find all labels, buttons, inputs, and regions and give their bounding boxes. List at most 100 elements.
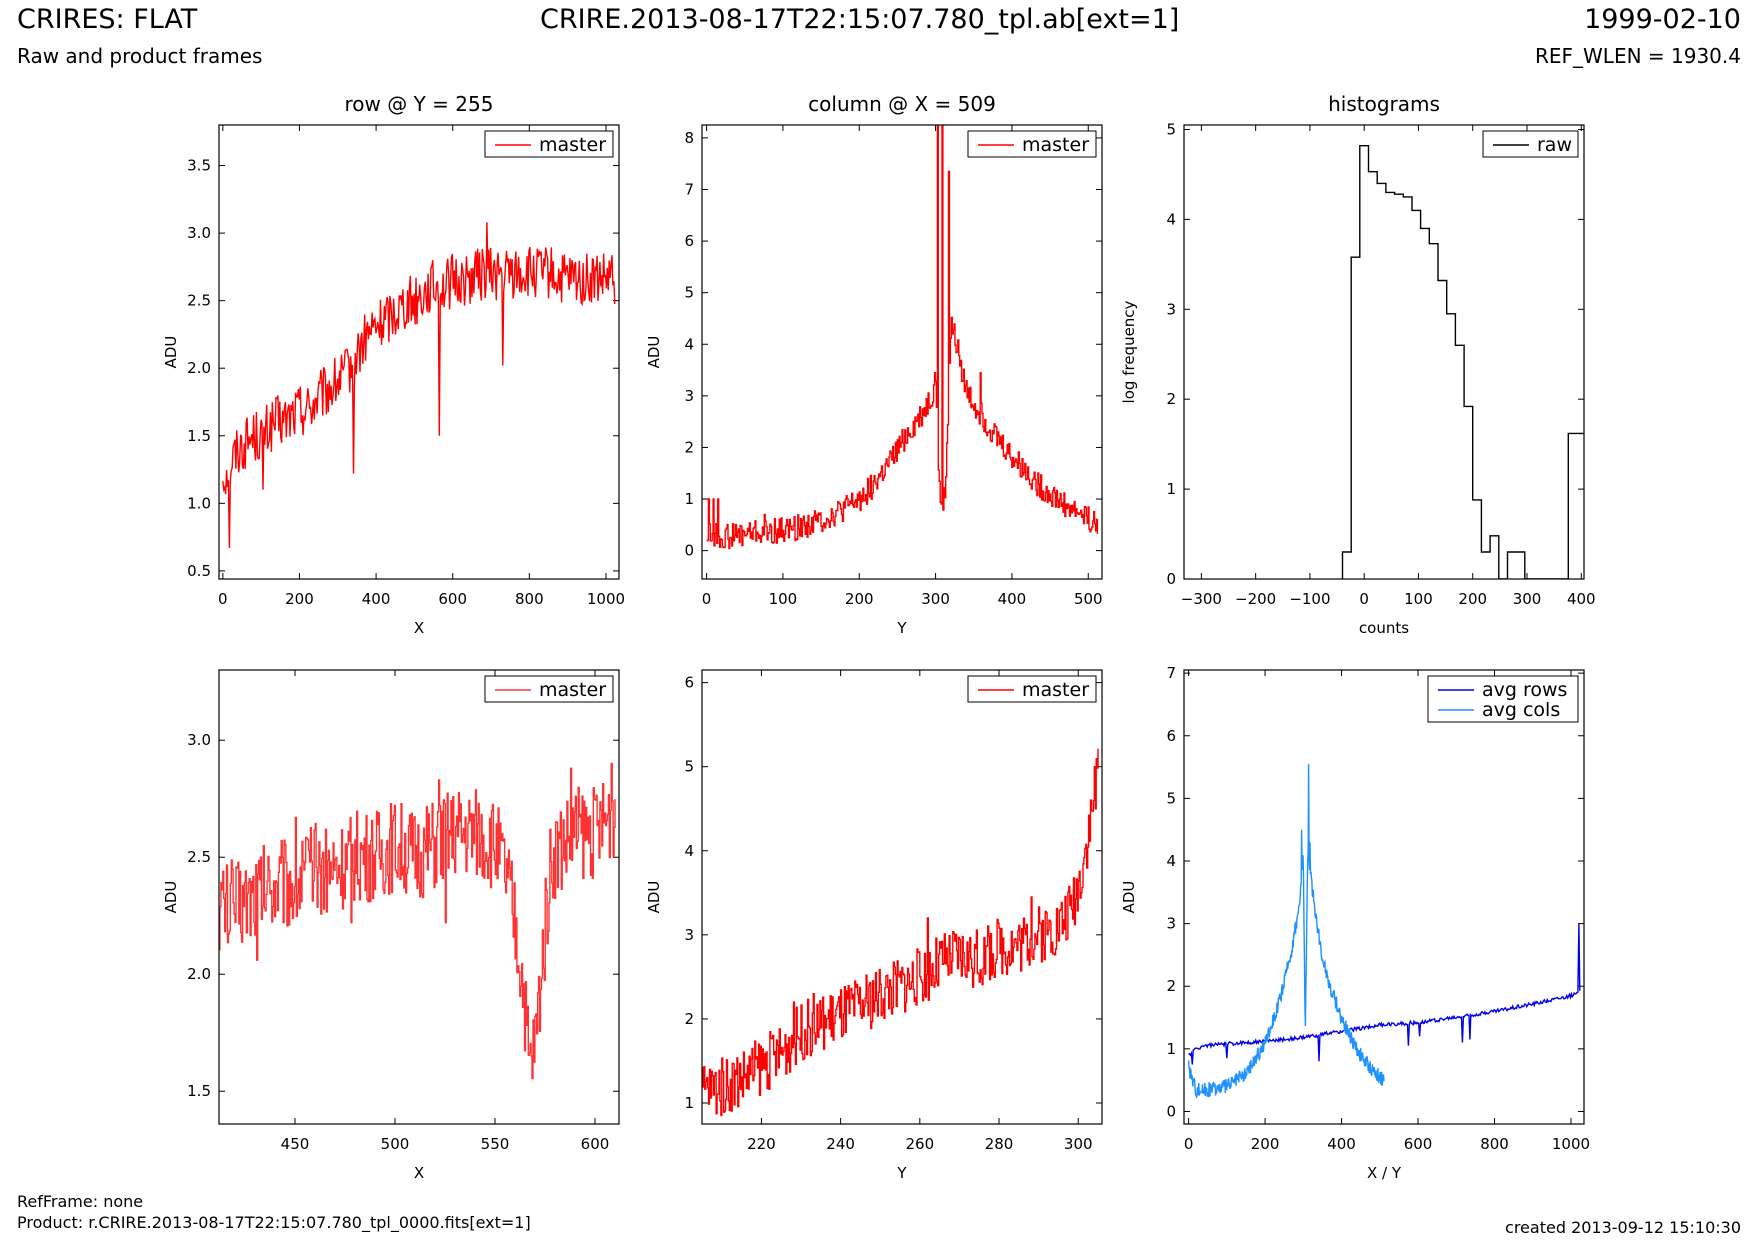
series-line-raw (1341, 145, 1584, 579)
chart-4: X ADU 450 500 550 600 1.5 2.0 2.5 3.0 master (162, 669, 620, 1182)
y-tick-label: 6 (684, 232, 694, 250)
plot-frame (218, 124, 620, 580)
x-tick-label: 200 (1458, 590, 1487, 608)
x-tick-label: 500 (381, 1135, 410, 1153)
x-tick-label: 450 (281, 1135, 310, 1153)
x-tick-label: 220 (747, 1135, 776, 1153)
footer-ref-frame: RefFrame: none (17, 1192, 144, 1211)
series-line-master (219, 762, 616, 1080)
x-tick-label: 200 (1251, 1135, 1280, 1153)
x-axis-label: X (414, 1164, 424, 1182)
legend-label: avg cols (1482, 699, 1560, 721)
y-tick-label: 0.5 (187, 562, 211, 580)
x-axis-label: Y (896, 619, 907, 637)
y-tick-label: 8 (684, 129, 694, 147)
x-tick-label: 1000 (1552, 1135, 1590, 1153)
y-tick-label: 2 (684, 438, 694, 456)
series-line-master (222, 222, 616, 548)
legend: master (967, 675, 1097, 703)
x-tick-label: 400 (1327, 1135, 1356, 1153)
y-tick-label: 3.0 (187, 731, 211, 749)
legend-box (484, 130, 614, 158)
x-tick-label: 600 (581, 1135, 610, 1153)
x-tick-label: 0 (1184, 1135, 1194, 1153)
x-tick-label: 100 (769, 590, 798, 608)
x-tick-label: 600 (1404, 1135, 1433, 1153)
y-tick-label: 2.0 (187, 359, 211, 377)
plot-frame (1183, 124, 1585, 580)
x-tick-label: 200 (845, 590, 874, 608)
x-tick-label: 200 (285, 590, 314, 608)
y-tick-label: 5 (684, 284, 694, 302)
plot-frame (218, 669, 620, 1125)
x-axis-label: X (414, 619, 424, 637)
app-subtitle: Raw and product frames (17, 44, 263, 68)
y-tick-label: 2.5 (187, 848, 211, 866)
x-tick-label: 800 (1480, 1135, 1509, 1153)
y-tick-label: 1.5 (187, 1082, 211, 1100)
footer-product: Product: r.CRIRE.2013-08-17T22:15:07.780… (17, 1213, 531, 1232)
x-tick-label: −100 (1289, 590, 1330, 608)
y-tick-label: 1 (684, 1094, 694, 1112)
legend-box (967, 130, 1097, 158)
y-tick-label: 1 (1166, 480, 1176, 498)
y-axis-label: log frequency (1120, 300, 1138, 403)
x-tick-label: −300 (1181, 590, 1222, 608)
y-axis-label: ADU (162, 336, 180, 369)
y-tick-label: 5 (1166, 120, 1176, 138)
y-axis-label: ADU (645, 881, 663, 914)
x-tick-label: 240 (826, 1135, 855, 1153)
y-tick-label: 6 (1166, 727, 1176, 745)
legend-box (484, 675, 614, 703)
legend-box (1482, 130, 1579, 158)
legend-label: raw (1537, 134, 1572, 156)
chart-2: column @ X = 509 Y ADU 0 100 200 300 400 500 0 1 2 3… (645, 92, 1103, 637)
y-tick-label: 2 (684, 1010, 694, 1028)
series-line-master (706, 125, 1099, 550)
y-tick-label: 7 (684, 180, 694, 198)
legend: raw (1482, 130, 1579, 158)
x-tick-label: 300 (921, 590, 950, 608)
y-tick-label: 4 (684, 335, 694, 353)
legend-label: master (539, 679, 606, 701)
series-line-master (702, 748, 1099, 1117)
x-tick-label: 0 (218, 590, 228, 608)
chart-6: X / Y ADU 0 200 400 600 800 1000 0 1 2 3 4 5 6 7 avg row… (1120, 664, 1590, 1182)
y-tick-label: 4 (1166, 852, 1176, 870)
x-tick-label: 260 (906, 1135, 935, 1153)
y-tick-label: 3.0 (187, 224, 211, 242)
date-title: 1999-02-10 (1584, 4, 1741, 35)
y-tick-label: 4 (1166, 210, 1176, 228)
y-tick-label: 3.5 (187, 157, 211, 175)
plot-frame (701, 124, 1103, 580)
x-tick-label: 300 (1064, 1135, 1093, 1153)
x-tick-label: 100 (1404, 590, 1433, 608)
y-tick-label: 0 (684, 542, 694, 560)
x-tick-label: 280 (985, 1135, 1014, 1153)
legend-label: master (1022, 679, 1089, 701)
x-axis-label: Y (896, 1164, 907, 1182)
legend-box (967, 675, 1097, 703)
y-tick-label: 2 (1166, 977, 1176, 995)
footer-created: created 2013-09-12 15:10:30 (1505, 1218, 1741, 1237)
y-tick-label: 3 (1166, 915, 1176, 933)
chart-title: histograms (1328, 92, 1440, 116)
ref-wlen-label: REF_WLEN = 1930.4 (1534, 44, 1741, 68)
y-axis-label: ADU (1120, 881, 1138, 914)
y-tick-label: 0 (1166, 1102, 1176, 1120)
legend: master (967, 130, 1097, 158)
x-axis-label: X / Y (1367, 1164, 1402, 1182)
x-tick-label: 500 (1074, 590, 1103, 608)
y-tick-label: 5 (684, 758, 694, 776)
x-tick-label: 400 (998, 590, 1027, 608)
y-tick-label: 3 (1166, 300, 1176, 318)
app-title: CRIRES: FLAT (17, 4, 198, 35)
chart-title: row @ Y = 255 (345, 92, 494, 116)
y-tick-label: 1.5 (187, 427, 211, 445)
y-axis-label: ADU (645, 336, 663, 369)
legend-label: master (1022, 134, 1089, 156)
x-axis-label: counts (1359, 619, 1409, 637)
x-tick-label: −200 (1235, 590, 1276, 608)
